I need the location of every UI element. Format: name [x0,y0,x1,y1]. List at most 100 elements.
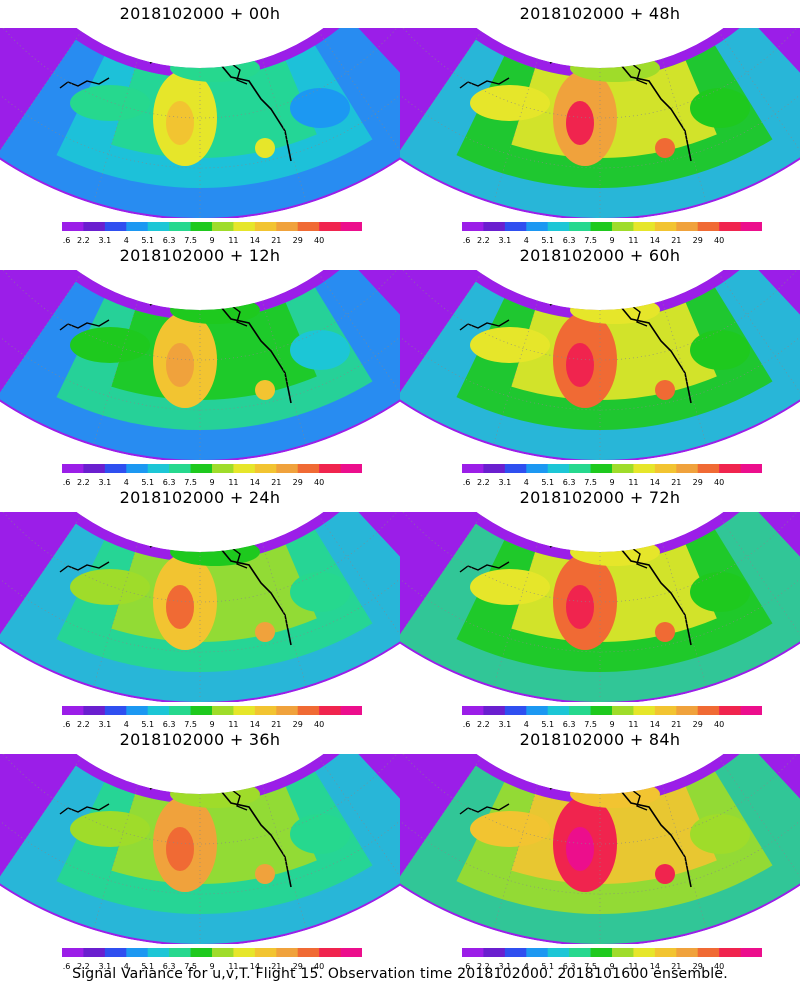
colorbar-swatch [126,222,149,231]
colorbar-swatch [254,706,277,715]
colorbar-tick-label: 5.1 [541,478,554,487]
variance-blob [570,54,660,82]
colorbar-swatch [254,948,277,957]
colorbar-swatch [340,948,362,957]
colorbar-swatch [233,706,256,715]
colorbar-swatch [676,464,699,473]
colorbar-swatch [526,222,549,231]
colorbar-swatch [590,222,613,231]
colorbar-swatch [740,948,762,957]
variance-blob [166,585,194,629]
colorbar-swatch [569,464,592,473]
colorbar: 1.6 2.2 3.1 4 5.1 6.3 7.5 9 11 14 21 29 40 [462,222,762,245]
colorbar-swatch [547,706,570,715]
colorbar-tick-label: 4 [524,720,529,729]
colorbar-swatch [169,948,192,957]
coastline [59,561,110,573]
colorbar-tick-label: 29 [293,720,303,729]
colorbar-swatch [654,706,677,715]
colorbar-tick-label: 14 [250,962,260,971]
colorbar-swatch [569,706,592,715]
variance-blob [470,85,550,121]
graticule-line [402,28,798,119]
colorbar-tick-label: 1.6 [62,720,70,729]
variance-blob [166,101,194,145]
colorbar-swatch [569,948,592,957]
colorbar-tick-label: 6.3 [563,236,576,245]
colorbar-swatch [676,706,699,715]
variance-blob [570,538,660,566]
graticule-line [402,270,798,361]
colorbar-tick-label: 21 [671,236,681,245]
colorbar-tick-label: 7.5 [184,236,197,245]
colorbar-tick-label: 1.6 [462,720,470,729]
colorbar-swatch [654,464,677,473]
colorbar-swatch [740,706,762,715]
graticule-line [400,820,800,895]
colorbar-swatch [147,222,170,231]
colorbar-tick-label: 9 [609,478,614,487]
colorbar-tick-label: 5.1 [141,478,154,487]
colorbar-tick-label: 2.2 [477,720,490,729]
variance-blob [70,85,150,121]
variance-blob [655,380,675,400]
variance-map [400,512,800,702]
colorbar-swatch [126,948,149,957]
colorbar-tick-label: 7.5 [184,720,197,729]
panel-title: 2018102000 + 60h [519,246,681,265]
colorbar-tick-label: 9 [209,962,214,971]
variance-blob [570,296,660,324]
colorbar-tick-label: 4 [124,478,129,487]
colorbar-swatch [340,706,362,715]
colorbar-tick-label: 9 [609,236,614,245]
colorbar-tick-label: 29 [693,962,703,971]
colorbar-tick-label: 29 [693,236,703,245]
variance-blob [290,814,350,854]
colorbar-tick-label: 14 [650,236,660,245]
colorbar-swatch [297,464,320,473]
field-layer [400,28,800,218]
coastline [459,561,510,573]
colorbar-swatch [212,222,234,231]
colorbar-swatch [319,464,342,473]
colorbar-tick-label: 4 [124,236,129,245]
colorbar-swatch [169,464,192,473]
colorbar-tick-label: 2.2 [477,478,490,487]
colorbar-tick-label: 2.2 [77,478,90,487]
panel-title: 2018102000 + 12h [119,246,281,265]
colorbar-swatch [697,948,720,957]
colorbar-swatch [340,222,362,231]
colorbar-tick-label: 4 [524,236,529,245]
variance-map [400,28,800,218]
variance-blob [255,138,275,158]
variance-blob [170,296,260,324]
graticule-line [2,754,398,845]
colorbar-swatch [83,706,106,715]
colorbar-swatch [169,706,192,715]
colorbar-tick-label: 9 [609,720,614,729]
field-layer [400,270,800,460]
colorbar-swatch [169,222,192,231]
colorbar-swatch [62,222,84,231]
colorbar-tick-label: 5.1 [541,720,554,729]
colorbar-tick-label: 29 [693,720,703,729]
colorbar-tick-label: 21 [671,720,681,729]
graticule-line [718,31,800,151]
colorbar-swatch [654,948,677,957]
colorbar-swatch [633,222,656,231]
coastline [59,803,110,815]
colorbar-swatch [547,464,570,473]
colorbar-swatch [504,222,527,231]
colorbar-tick-label: 5.1 [541,236,554,245]
variance-blob [690,88,750,128]
colorbar-swatch [654,222,677,231]
map-panel: 2018102000 + 84h 1.62.23.145.16.37.59111… [400,726,800,971]
colorbar-tick-label: 6.3 [163,236,176,245]
colorbar-tick-label: 11 [628,478,638,487]
colorbar-swatch [612,222,634,231]
colorbar-tick-label: 3.1 [98,962,111,971]
graticule-line [0,336,400,411]
colorbar: 1.6 2.2 3.1 4 5.1 6.3 7.5 9 11 14 21 29 40 [462,464,762,487]
map-panel: 2018102000 + 24h 1.62.23.145.16.37.59111… [0,484,400,729]
colorbar-tick-label: 9 [209,236,214,245]
